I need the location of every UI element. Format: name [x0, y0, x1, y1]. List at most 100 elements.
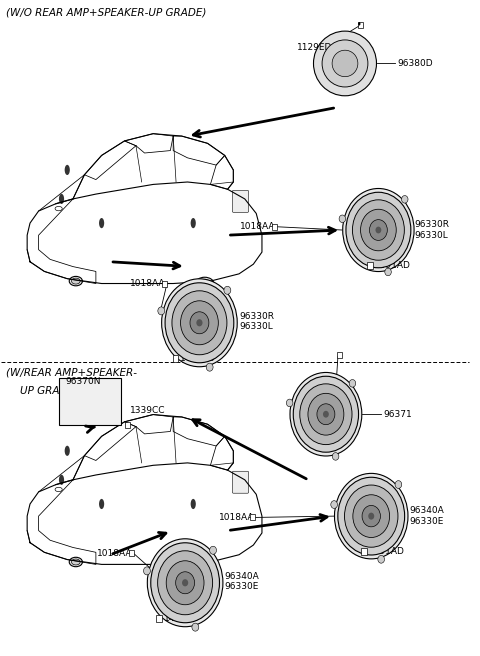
Text: 96380D: 96380D [397, 59, 433, 68]
Ellipse shape [144, 567, 150, 575]
Ellipse shape [199, 560, 210, 568]
Ellipse shape [65, 165, 70, 175]
FancyBboxPatch shape [156, 615, 162, 622]
Ellipse shape [69, 557, 83, 567]
Ellipse shape [323, 411, 329, 418]
Text: 1018AA: 1018AA [130, 279, 166, 288]
Text: 1491AD: 1491AD [374, 262, 410, 270]
Ellipse shape [353, 495, 390, 537]
FancyBboxPatch shape [361, 548, 367, 555]
Text: 1129ED: 1129ED [297, 43, 333, 52]
Text: 96330R: 96330R [239, 312, 274, 321]
Ellipse shape [69, 276, 83, 286]
Ellipse shape [290, 373, 362, 456]
Ellipse shape [322, 40, 368, 87]
Ellipse shape [385, 268, 391, 276]
Ellipse shape [172, 291, 227, 355]
Ellipse shape [157, 551, 213, 615]
Ellipse shape [165, 283, 234, 363]
Text: (W/REAR AMP+SPEAKER-: (W/REAR AMP+SPEAKER- [6, 367, 137, 377]
Text: 96340A: 96340A [224, 572, 259, 581]
FancyBboxPatch shape [59, 378, 120, 424]
Ellipse shape [190, 312, 209, 334]
Ellipse shape [192, 623, 199, 631]
Ellipse shape [115, 411, 119, 419]
Ellipse shape [358, 22, 360, 26]
Text: 1129ED: 1129ED [308, 390, 344, 399]
Ellipse shape [287, 399, 293, 407]
Ellipse shape [360, 209, 396, 251]
Ellipse shape [308, 394, 344, 435]
Text: 96330E: 96330E [409, 517, 444, 526]
Ellipse shape [206, 363, 213, 371]
FancyBboxPatch shape [337, 352, 342, 358]
Ellipse shape [210, 546, 216, 554]
Ellipse shape [338, 478, 405, 555]
Ellipse shape [378, 556, 384, 564]
Ellipse shape [55, 207, 62, 211]
Text: 1491AD: 1491AD [164, 614, 200, 623]
Ellipse shape [195, 558, 214, 571]
Ellipse shape [166, 561, 204, 605]
Ellipse shape [151, 543, 219, 623]
Text: 1491AD: 1491AD [180, 354, 216, 363]
Ellipse shape [65, 445, 70, 456]
Ellipse shape [180, 301, 218, 345]
Text: 96370N: 96370N [66, 377, 101, 386]
Ellipse shape [195, 277, 214, 290]
Text: 96330R: 96330R [414, 220, 449, 230]
Ellipse shape [196, 319, 203, 327]
FancyBboxPatch shape [162, 281, 167, 287]
Ellipse shape [191, 218, 196, 228]
Ellipse shape [345, 485, 398, 547]
Text: 96330E: 96330E [224, 582, 259, 591]
Ellipse shape [352, 200, 404, 260]
Ellipse shape [176, 572, 194, 594]
Ellipse shape [224, 286, 231, 295]
FancyBboxPatch shape [359, 22, 363, 28]
Text: 96371: 96371 [383, 410, 412, 419]
FancyBboxPatch shape [367, 262, 372, 270]
Ellipse shape [191, 499, 196, 509]
Text: 1491AD: 1491AD [369, 547, 405, 556]
Ellipse shape [332, 51, 358, 77]
Ellipse shape [368, 512, 374, 520]
FancyBboxPatch shape [232, 471, 249, 493]
Ellipse shape [182, 579, 188, 586]
Text: (W/O REAR AMP+SPEAKER-UP GRADE): (W/O REAR AMP+SPEAKER-UP GRADE) [6, 8, 206, 18]
Ellipse shape [55, 487, 62, 491]
FancyBboxPatch shape [272, 224, 277, 230]
FancyBboxPatch shape [251, 514, 255, 520]
Ellipse shape [59, 194, 64, 204]
Text: 1018AA: 1018AA [218, 513, 254, 522]
Text: 96340A: 96340A [409, 506, 444, 516]
Ellipse shape [331, 501, 337, 508]
Ellipse shape [99, 499, 104, 509]
Ellipse shape [335, 474, 408, 559]
Text: 96330L: 96330L [414, 231, 448, 239]
Ellipse shape [332, 453, 339, 461]
Text: 96330L: 96330L [239, 322, 273, 331]
Ellipse shape [313, 31, 376, 96]
Ellipse shape [199, 279, 210, 287]
FancyBboxPatch shape [129, 550, 133, 556]
Ellipse shape [349, 380, 356, 387]
Ellipse shape [362, 505, 381, 527]
Ellipse shape [72, 278, 80, 284]
Text: 1339CC: 1339CC [130, 406, 166, 415]
FancyBboxPatch shape [125, 422, 130, 428]
Ellipse shape [339, 215, 346, 222]
Ellipse shape [300, 384, 352, 445]
Ellipse shape [147, 539, 223, 626]
Text: 1018AA: 1018AA [97, 549, 132, 558]
Ellipse shape [343, 188, 414, 272]
Ellipse shape [115, 383, 119, 391]
Text: 1018AA: 1018AA [240, 222, 276, 232]
Ellipse shape [158, 307, 165, 315]
Ellipse shape [293, 377, 359, 452]
Ellipse shape [395, 481, 402, 489]
Ellipse shape [72, 559, 80, 565]
Ellipse shape [317, 404, 335, 424]
Ellipse shape [115, 397, 119, 405]
FancyBboxPatch shape [173, 354, 179, 361]
